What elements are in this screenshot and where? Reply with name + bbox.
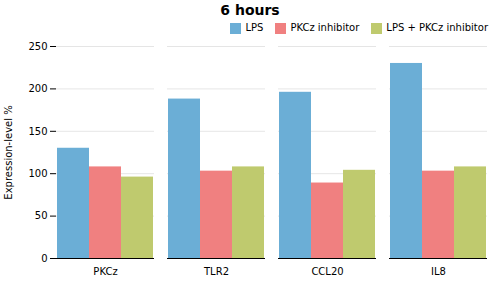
svg-text:IL8: IL8: [431, 266, 446, 277]
svg-text:50: 50: [35, 210, 48, 221]
html-text:LPS + PKCz inhibitor: LPS + PKCz inhibitor: [386, 22, 488, 33]
svg-text:150: 150: [28, 126, 47, 137]
svg-text:CCL20: CCL20: [311, 266, 343, 277]
svg-text:100: 100: [28, 168, 47, 179]
svg-text:200: 200: [28, 83, 47, 94]
svg-text:PKCz: PKCz: [93, 266, 117, 277]
svg-text:250: 250: [28, 41, 47, 52]
svg-text:0: 0: [41, 253, 47, 264]
html-text:PKCz inhibitor: PKCz inhibitor: [290, 22, 360, 33]
svg-text:TLR2: TLR2: [203, 266, 229, 277]
html-text:LPS: LPS: [245, 22, 264, 33]
html-text:6 hours: 6 hours: [220, 2, 280, 18]
svg-text:Expression-level %: Expression-level %: [3, 105, 14, 199]
